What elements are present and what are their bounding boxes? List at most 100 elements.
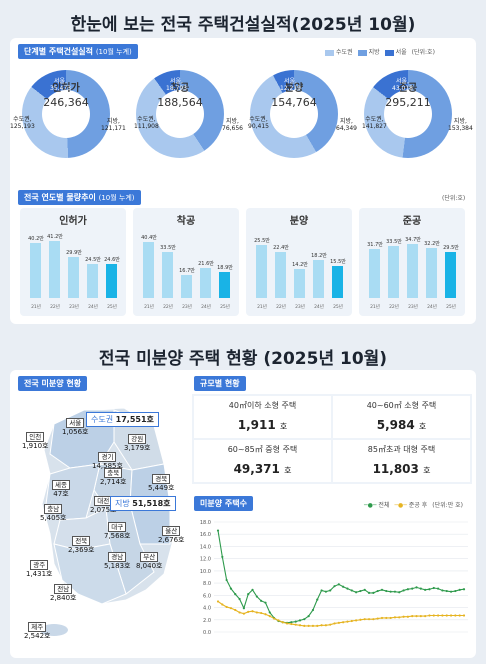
bar-value-label: 31.7만 (367, 241, 383, 248)
data-point (229, 587, 233, 590)
size-cell: 85㎡초과 대형 주택 11,803 호 (333, 440, 470, 482)
region-value: 8,040호 (136, 562, 163, 570)
data-point (234, 593, 237, 596)
donut-complete: 준공 295,211 (364, 70, 452, 158)
bar-value-label: 41.2만 (47, 234, 63, 241)
legend-after: ─●─ 준공 후 (394, 502, 428, 509)
data-point (355, 591, 358, 594)
region-name: 전북 (72, 536, 91, 546)
data-point (285, 622, 289, 625)
region-name: 제주 (28, 622, 47, 632)
bar-value-label: 40.2만 (28, 235, 44, 242)
region-value: 2,676호 (158, 536, 185, 544)
region-value: 2,369호 (68, 546, 95, 554)
data-point (462, 588, 466, 591)
bar (369, 248, 380, 298)
bar-card-sale: 분양 25.5만 21년 22.4만 22년 14.2만 23년 18.2만 24년 15.5만 2… (246, 208, 352, 316)
bar-value-label: 14.2만 (292, 261, 308, 268)
legend-local: 지방 (357, 47, 380, 56)
data-point (294, 620, 297, 623)
data-point (255, 595, 258, 598)
donut-seoul-label: 서울, 35,473 (50, 78, 71, 92)
data-point (316, 598, 319, 601)
donut-local-label: 지방, 64,349 (336, 118, 357, 132)
data-point (441, 589, 444, 592)
region-label: 광주 1,431호 (26, 560, 52, 579)
bar (49, 241, 60, 298)
bar (106, 264, 117, 298)
donut-name: 인허가 (52, 83, 80, 94)
donut-total: 246,364 (43, 96, 89, 109)
y-tick-label: 2.0 (203, 618, 211, 624)
donut-seoul-label: 서울, 43,018 (392, 78, 413, 92)
donut-seoul-label: 서울, 18,793 (166, 78, 187, 92)
bar (332, 265, 343, 298)
data-point (402, 615, 405, 618)
region-name: 전남 (54, 584, 73, 594)
data-point (411, 615, 414, 618)
region-name: 대구 (108, 522, 127, 532)
region-label: 경북 5,449호 (148, 474, 174, 493)
page-title-1: 한눈에 보는 전국 주택건설실적(2025년 10월) (70, 15, 416, 35)
data-point (298, 619, 302, 622)
donut-capital-label: 수도권, 141,827 (362, 116, 387, 130)
data-point (462, 614, 466, 617)
data-point (419, 615, 422, 618)
bar-value-label: 25.5만 (254, 238, 270, 245)
region-name: 부산 (140, 552, 159, 562)
bar-value-label: 32.2만 (424, 241, 440, 248)
bar-x-label: 24년 (88, 305, 98, 310)
data-point (311, 608, 315, 612)
donut-seoul-label: 서울, 12,219 (280, 78, 301, 92)
data-point (342, 585, 345, 588)
data-point (307, 624, 310, 627)
data-point (216, 600, 220, 603)
data-point (367, 591, 371, 594)
y-tick-label: 16.0 (200, 532, 211, 538)
series-line-after (217, 600, 464, 627)
unsold-line-chart: 0.0 2.0 4.0 6.0 8.0 10.0 12.0 14.0 16.0 18.0 (200, 520, 468, 636)
donut-local-label: 지방, 76,656 (222, 118, 243, 132)
data-point (225, 605, 228, 609)
bar (313, 260, 324, 298)
data-point (424, 615, 427, 618)
data-point (445, 614, 448, 617)
bar-card-title: 인허가 (59, 216, 87, 227)
data-point (337, 621, 340, 624)
data-point (298, 624, 302, 627)
data-point (251, 588, 254, 591)
data-point (242, 612, 245, 615)
page-title-2: 전국 미분양 주택 현황 (2025년 10월) (98, 349, 388, 369)
bar-x-label: 25년 (333, 305, 343, 310)
size-grid: 40㎡이하 소형 주택 1,911 호 40~60㎡ 소형 주택 5,984 호… (192, 394, 472, 484)
data-point (376, 589, 379, 593)
bar (219, 271, 230, 298)
data-point (264, 601, 267, 604)
bar-x-label: 21년 (144, 305, 154, 310)
data-point (329, 623, 332, 626)
data-point (398, 591, 401, 594)
region-value: 1,056호 (62, 428, 89, 436)
donut-total: 295,211 (385, 96, 431, 109)
region-name: 경북 (152, 474, 171, 484)
donut-name: 분양 (284, 83, 304, 94)
bar (162, 251, 173, 298)
data-point (247, 610, 250, 613)
section-tag-yearly: 전국 연도별 물량추이 (10월 누계) (18, 190, 141, 205)
data-point (238, 611, 241, 614)
local-total-box: 지방 51,518호 (110, 496, 176, 511)
data-point (389, 616, 392, 620)
region-value: 47호 (53, 490, 69, 498)
data-point (380, 588, 384, 591)
legend-capital: 수도권 (325, 47, 353, 56)
donut-local-label: 지방, 121,171 (101, 118, 126, 132)
bar (275, 251, 286, 298)
data-point (359, 589, 362, 593)
bar-x-label: 24년 (427, 305, 437, 310)
data-point (342, 621, 345, 624)
capital-total-box: 수도권 17,551호 (86, 412, 159, 427)
bar-x-label: 24년 (314, 305, 324, 310)
data-point (385, 589, 388, 593)
data-point (268, 615, 271, 618)
data-point (320, 624, 323, 627)
